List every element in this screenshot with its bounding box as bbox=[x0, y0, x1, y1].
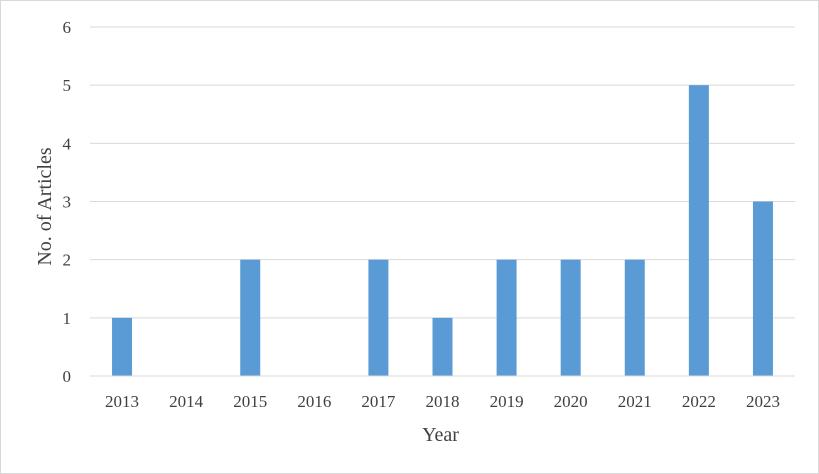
y-tick-label: 3 bbox=[63, 193, 72, 212]
bar-2013 bbox=[112, 317, 133, 376]
bar-2020 bbox=[560, 259, 581, 376]
x-tick-labels: 2013 2014 2015 2016 2017 2018 2019 2020 2021 2022… bbox=[105, 392, 780, 411]
bars bbox=[112, 85, 773, 377]
x-tick-label: 2019 bbox=[490, 392, 524, 411]
y-tick-labels: 0 1 2 3 4 5 6 bbox=[63, 18, 72, 386]
x-tick-label: 2017 bbox=[361, 392, 396, 411]
bar-2022 bbox=[688, 85, 709, 377]
bar-2019 bbox=[496, 259, 517, 376]
x-tick-label: 2018 bbox=[426, 392, 460, 411]
x-tick-label: 2016 bbox=[297, 392, 331, 411]
bar-2015 bbox=[240, 259, 261, 376]
y-tick-label: 4 bbox=[63, 134, 72, 153]
x-tick-label: 2022 bbox=[682, 392, 716, 411]
y-tick-label: 6 bbox=[63, 18, 72, 37]
x-axis-title: Year bbox=[422, 424, 459, 446]
bar-2021 bbox=[624, 259, 645, 376]
bar-2017 bbox=[368, 259, 389, 376]
y-tick-label: 0 bbox=[63, 367, 72, 386]
y-axis-title: No. of Articles bbox=[34, 147, 56, 266]
bar-2023 bbox=[752, 201, 773, 376]
y-tick-label: 5 bbox=[63, 76, 72, 95]
x-tick-label: 2020 bbox=[554, 392, 588, 411]
x-tick-label: 2015 bbox=[233, 392, 267, 411]
x-tick-label: 2021 bbox=[618, 392, 652, 411]
x-tick-label: 2014 bbox=[169, 392, 204, 411]
y-tick-label: 2 bbox=[63, 251, 72, 270]
x-tick-label: 2023 bbox=[746, 392, 780, 411]
y-tick-label: 1 bbox=[63, 309, 72, 328]
bar-2018 bbox=[432, 317, 453, 376]
gridlines bbox=[90, 26, 795, 319]
x-tick-label: 2013 bbox=[105, 392, 139, 411]
